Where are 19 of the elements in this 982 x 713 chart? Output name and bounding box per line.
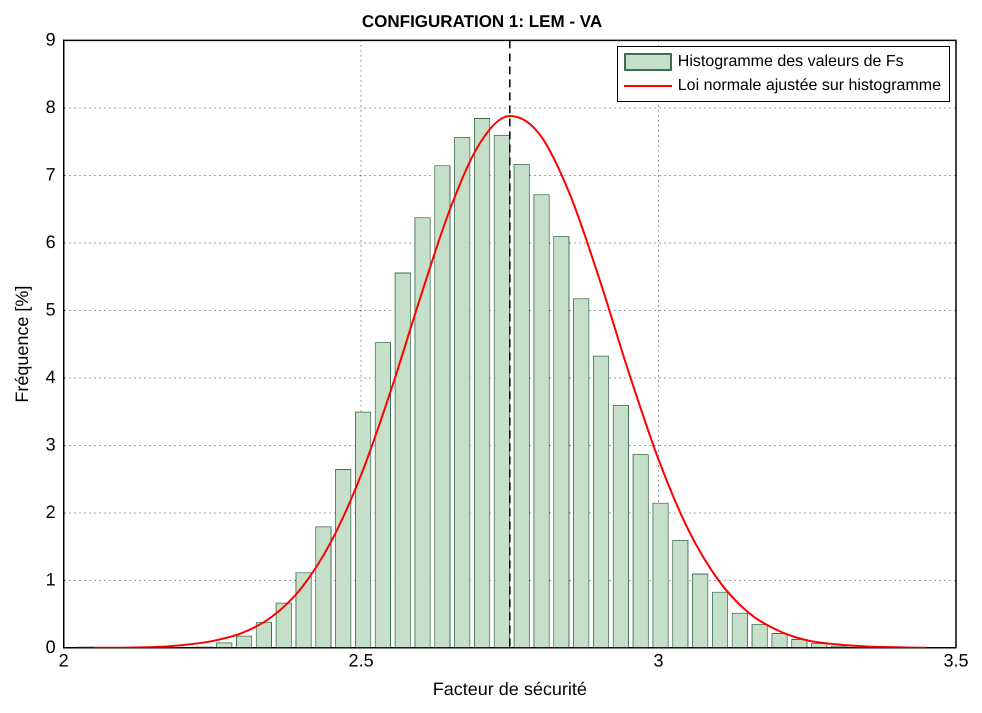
x-axis-title: Facteur de sécurité xyxy=(432,679,587,700)
y-axis-title: Fréquence [%] xyxy=(12,286,32,403)
x-tick-label: 2.5 xyxy=(348,650,374,671)
chart-title: CONFIGURATION 1: LEM - VA xyxy=(362,12,602,31)
y-tick-label: 3 xyxy=(46,434,56,454)
x-tick-label: 3 xyxy=(654,650,664,671)
y-tick-label: 1 xyxy=(46,569,56,590)
legend-label: Histogramme des valeurs de Fs xyxy=(678,53,904,70)
y-tick-label: 0 xyxy=(46,636,56,657)
y-tick-label: 4 xyxy=(46,366,56,387)
y-tick-label: 2 xyxy=(46,502,56,522)
y-tick-label: 7 xyxy=(46,164,56,184)
y-tick-label: 6 xyxy=(46,232,56,252)
y-tick-label: 8 xyxy=(46,96,56,117)
x-tick-label: 3.5 xyxy=(943,650,969,671)
x-tick-label: 2 xyxy=(58,650,69,671)
y-tick-label: 5 xyxy=(46,299,56,320)
y-tick-label: 9 xyxy=(46,29,56,50)
legend-label: Loi normale ajustée sur histogramme xyxy=(678,77,941,94)
